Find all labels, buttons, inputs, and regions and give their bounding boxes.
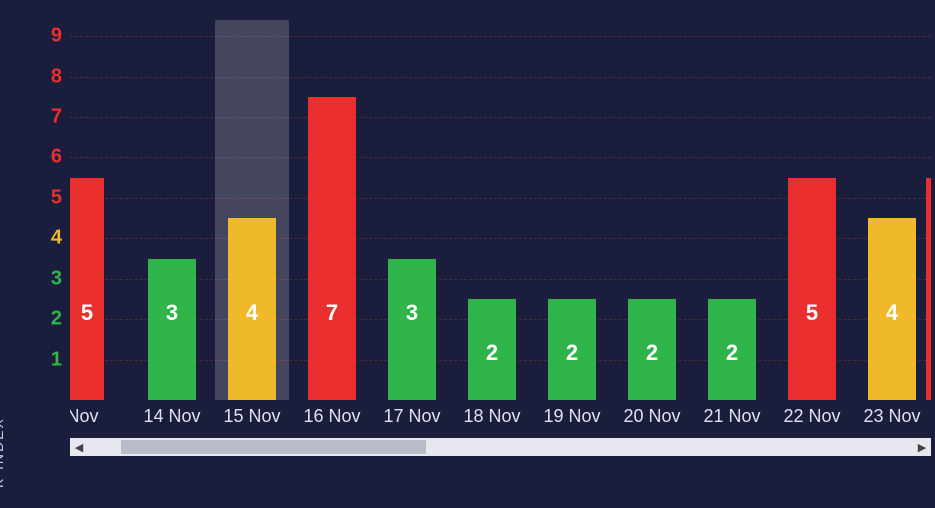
y-tick-7: 7 <box>51 106 62 129</box>
bar-value-label: 4 <box>246 300 258 326</box>
x-tick: 18 Nov <box>463 406 520 427</box>
bar[interactable]: 2 <box>628 299 676 400</box>
bar-value-label: 3 <box>406 300 418 326</box>
horizontal-scrollbar[interactable]: ◀ ▶ <box>70 438 931 456</box>
x-tick: 22 Nov <box>783 406 840 427</box>
bars-layer: 5 3 4 7 3 2 2 2 2 5 4 <box>70 20 931 400</box>
bar-value-label: 2 <box>646 340 658 366</box>
y-tick-4: 4 <box>51 227 62 250</box>
x-axis: 3 Nov 14 Nov 15 Nov 16 Nov 17 Nov 18 Nov 19 No… <box>70 406 931 432</box>
scroll-track[interactable] <box>88 438 913 456</box>
k-index-chart: K-INDEX 123456789 53473222254 3 Nov14 No… <box>0 0 935 508</box>
y-tick-3: 3 <box>51 267 62 290</box>
bar[interactable]: 2 <box>548 299 596 400</box>
bar[interactable]: 4 <box>228 218 276 400</box>
y-tick-9: 9 <box>51 25 62 48</box>
x-tick: 20 Nov <box>623 406 680 427</box>
y-axis: 1 2 3 4 5 6 7 8 9 <box>0 20 70 400</box>
x-tick: 15 Nov <box>223 406 280 427</box>
bar-value-label: 5 <box>81 300 93 326</box>
y-tick-8: 8 <box>51 65 62 88</box>
bar[interactable]: 5 <box>788 178 836 400</box>
bar-value-label: 2 <box>486 340 498 366</box>
bar-value-label: 3 <box>166 300 178 326</box>
bar-value-label: 7 <box>326 300 338 326</box>
bar-value-label: 4 <box>886 300 898 326</box>
y-axis-label: K-INDEX <box>0 417 6 488</box>
plot-area: 5 3 4 7 3 2 2 2 2 5 4 <box>70 20 931 400</box>
x-tick: 21 Nov <box>703 406 760 427</box>
scroll-right-arrow[interactable]: ▶ <box>913 438 931 456</box>
x-tick: 14 Nov <box>143 406 200 427</box>
bar[interactable]: 5 <box>70 178 104 400</box>
bar[interactable]: 7 <box>308 97 356 400</box>
bar-value-label: 2 <box>566 340 578 366</box>
bar[interactable]: 2 <box>468 299 516 400</box>
y-tick-6: 6 <box>51 146 62 169</box>
bar[interactable]: 4 <box>868 218 916 400</box>
x-tick: 17 Nov <box>383 406 440 427</box>
x-tick: 16 Nov <box>303 406 360 427</box>
bar[interactable]: 3 <box>148 259 196 400</box>
scroll-thumb[interactable] <box>121 440 426 454</box>
scroll-left-arrow[interactable]: ◀ <box>70 438 88 456</box>
bar[interactable] <box>926 178 931 400</box>
x-tick: 23 Nov <box>863 406 920 427</box>
bar[interactable]: 2 <box>708 299 756 400</box>
y-tick-2: 2 <box>51 308 62 331</box>
bar-value-label: 5 <box>806 300 818 326</box>
bar-value-label: 2 <box>726 340 738 366</box>
bar[interactable]: 3 <box>388 259 436 400</box>
y-tick-1: 1 <box>51 348 62 371</box>
x-tick: 19 Nov <box>543 406 600 427</box>
x-tick: 3 Nov <box>70 406 99 427</box>
y-tick-5: 5 <box>51 186 62 209</box>
